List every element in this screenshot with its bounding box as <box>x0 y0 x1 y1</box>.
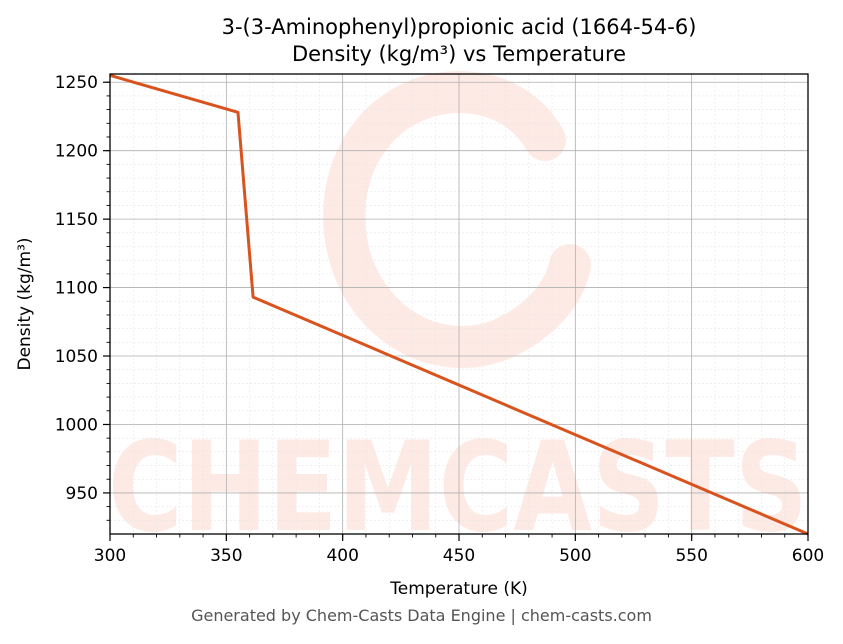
x-tick-label: 400 <box>326 546 358 566</box>
y-axis: 950 1000 1050 1100 1150 1200 1250 <box>55 73 110 521</box>
x-tick-label: 300 <box>94 546 126 566</box>
chart-title-line-1: 3-(3-Aminophenyl)propionic acid (1664-54… <box>222 15 697 39</box>
y-tick-label: 1200 <box>55 142 98 162</box>
y-tick-label: 1050 <box>55 347 98 367</box>
y-tick-label: 950 <box>66 484 98 504</box>
y-tick-label: 1150 <box>55 210 98 230</box>
x-tick-label: 450 <box>443 546 475 566</box>
x-tick-label: 500 <box>559 546 591 566</box>
series-layer <box>109 73 809 536</box>
chart-title-line-2: Density (kg/m³) vs Temperature <box>292 42 626 66</box>
watermark-logo-arc <box>323 71 591 368</box>
y-tick-label: 1100 <box>55 279 98 299</box>
y-tick-label: 1000 <box>55 415 98 435</box>
x-axis: 300 350 400 450 500 550 600 <box>94 534 824 566</box>
x-axis-label: Temperature (K) <box>389 579 528 599</box>
y-tick-label: 1250 <box>55 73 98 93</box>
footer-credit: Generated by Chem-Casts Data Engine | ch… <box>191 606 652 625</box>
x-tick-label: 600 <box>792 546 824 566</box>
x-tick-label: 350 <box>210 546 242 566</box>
density-series-line <box>109 73 809 536</box>
y-axis-label: Density (kg/m³) <box>15 237 35 370</box>
x-tick-label: 550 <box>675 546 707 566</box>
